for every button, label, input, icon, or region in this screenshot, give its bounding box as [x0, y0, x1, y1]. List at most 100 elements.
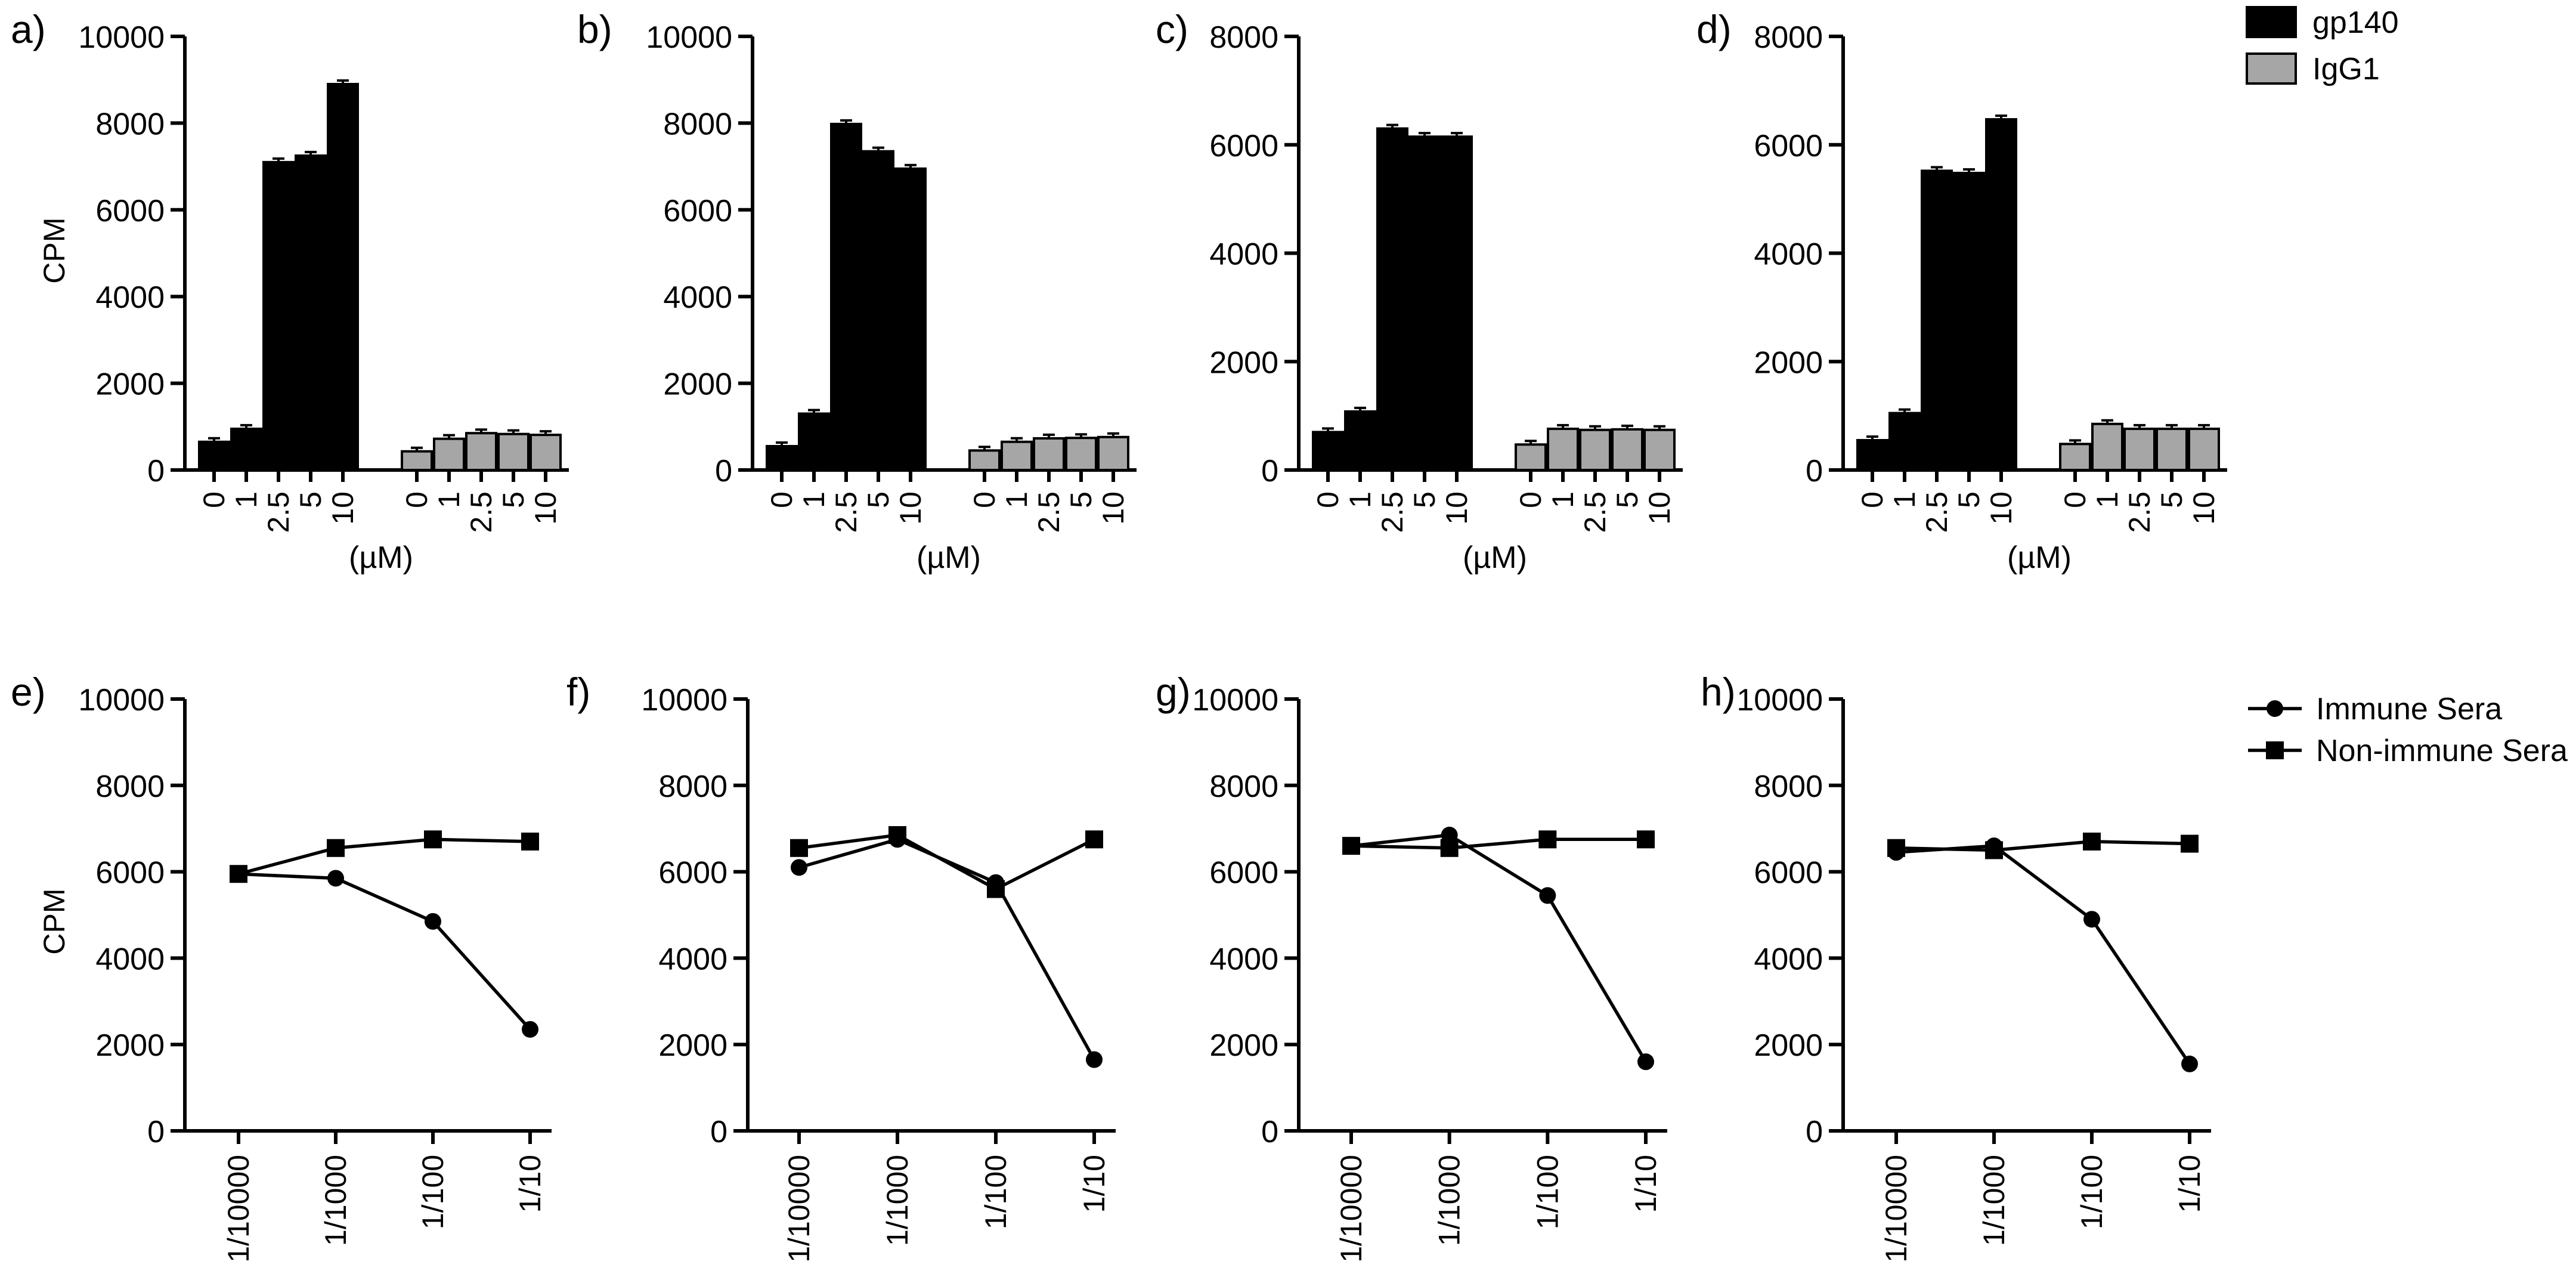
y-tick-label: 6000	[1754, 129, 1823, 163]
point-square	[1985, 841, 2003, 859]
y-tick-label: 10000	[1736, 683, 1823, 718]
x-tick-label: 5	[2155, 491, 2188, 508]
x-tick-label: 0	[765, 491, 798, 508]
y-tick-label: 2000	[1209, 345, 1278, 380]
panel-label: e)	[11, 670, 46, 714]
point-square	[521, 832, 539, 851]
y-axis-title: CPM	[38, 888, 71, 954]
x-tick-label: 10	[1440, 491, 1473, 525]
legend-swatch-IgG1	[2246, 52, 2297, 85]
bar-IgG1-2.5	[1579, 428, 1611, 471]
x-axis-title: (µM)	[2007, 540, 2072, 575]
point-square	[230, 865, 247, 883]
x-tick-label: 0	[197, 491, 231, 508]
bar-IgG1-10	[1643, 428, 1676, 471]
bar-gp140-5	[295, 154, 327, 471]
x-tick-label: 2.5	[1920, 491, 1953, 533]
bar-gp140-1	[230, 427, 262, 471]
y-tick-label: 0	[147, 1115, 165, 1149]
series-line	[1896, 844, 2191, 1065]
x-tick-label: 2.5	[1578, 491, 1612, 533]
x-tick-label: 1	[230, 491, 263, 508]
y-tick-label: 4000	[663, 280, 732, 315]
bar-gp140-2.5	[262, 160, 295, 471]
bar-gp140-5	[1408, 135, 1441, 471]
point-square	[2083, 832, 2101, 851]
x-tick-label: 1	[1546, 491, 1580, 508]
point-square	[2181, 834, 2199, 853]
y-tick-label: 4000	[95, 280, 165, 315]
x-tick-label: 5	[1064, 491, 1098, 508]
series-Non-immune Sera	[1342, 830, 1655, 857]
x-tick-label: 10	[894, 491, 927, 525]
bar-IgG1-1	[433, 437, 465, 472]
bar-IgG1-10	[2188, 427, 2220, 471]
x-tick-label: 1/10000	[222, 1155, 255, 1263]
point-circle	[2181, 1055, 2198, 1072]
x-tick-label: 1/10	[2173, 1155, 2206, 1213]
y-tick-label: 0	[1261, 1115, 1278, 1149]
point-square	[987, 880, 1005, 898]
y-tick-label: 6000	[95, 194, 165, 228]
y-tick-label: 8000	[658, 769, 727, 804]
point-circle	[1637, 1053, 1654, 1071]
y-tick-label: 8000	[1754, 20, 1823, 55]
bar-gp140-1	[1344, 410, 1376, 471]
bar-IgG1-2.5	[465, 432, 497, 472]
panel-label: c)	[1156, 7, 1188, 51]
x-tick-label: 1/10	[1078, 1155, 1111, 1213]
bar-IgG1-0	[968, 449, 1001, 471]
x-tick-label: 1/10000	[1335, 1155, 1368, 1263]
point-circle	[1539, 887, 1556, 904]
bar-gp140-2.5	[1376, 127, 1408, 472]
point-square	[1440, 839, 1459, 857]
x-tick-label: 0	[968, 491, 1001, 508]
panel-label: f)	[566, 670, 590, 714]
y-tick-label: 4000	[1754, 942, 1823, 976]
x-tick-label: 1/1000	[319, 1155, 352, 1246]
x-tick-label: 1/1000	[881, 1155, 914, 1246]
point-circle	[425, 913, 441, 930]
legend-label: gp140	[2312, 5, 2399, 40]
x-tick-label: 1	[1000, 491, 1033, 508]
bar-gp140-10	[327, 82, 359, 472]
legend-label: Non-immune Sera	[2316, 734, 2568, 768]
bar-IgG1-5	[1611, 428, 1643, 471]
y-tick-label: 0	[715, 454, 732, 488]
x-tick-label: 1/1000	[1977, 1155, 2011, 1246]
bar-IgG1-5	[2156, 427, 2188, 471]
legend-swatch-gp140	[2246, 6, 2297, 38]
bar-IgG1-0	[1515, 443, 1547, 472]
x-tick-label: 10	[2187, 491, 2221, 525]
y-tick-label: 0	[147, 454, 165, 488]
series-Non-immune Sera	[1887, 832, 2199, 859]
point-square	[424, 830, 442, 849]
panel-label: a)	[11, 7, 46, 51]
y-tick-label: 6000	[95, 856, 165, 891]
x-tick-label: 10	[1984, 491, 2018, 525]
x-tick-label: 5	[1952, 491, 1986, 508]
y-tick-label: 6000	[663, 194, 732, 228]
point-circle	[791, 859, 807, 876]
panel-g: g) 0 2000 4000 6000 8000 10000 1/10000 1/1000 1/1…	[1156, 670, 1667, 1263]
x-tick-label: 10	[1097, 491, 1130, 525]
point-circle	[327, 870, 344, 887]
y-tick-label: 4000	[1209, 237, 1278, 272]
y-tick-label: 6000	[658, 856, 727, 891]
bar-legend: gp140 IgG1	[2246, 5, 2399, 86]
y-tick-label: 2000	[95, 367, 165, 402]
y-tick-label: 2000	[1754, 345, 1823, 380]
panel-label: g)	[1156, 670, 1191, 714]
x-tick-label: 2.5	[262, 491, 295, 533]
bar-gp140-0	[766, 445, 798, 472]
bar-gp140-0	[1856, 439, 1888, 471]
legend-label: Immune Sera	[2316, 692, 2502, 726]
